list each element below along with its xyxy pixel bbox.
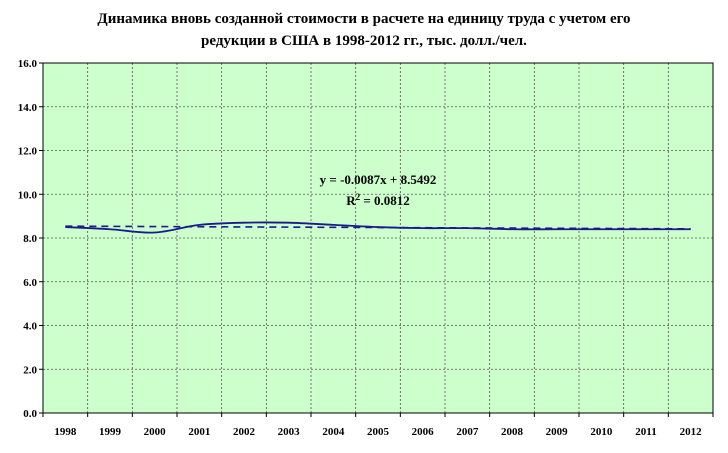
plot-border bbox=[42, 62, 714, 414]
r2-superscript: 2 bbox=[356, 192, 361, 202]
grid-lines bbox=[39, 62, 714, 417]
x-tick-label: 2006 bbox=[412, 426, 435, 438]
x-tick-label: 2010 bbox=[590, 426, 613, 438]
y-tick-label: 14.0 bbox=[18, 102, 38, 114]
y-tick-label: 2.0 bbox=[23, 364, 37, 376]
plot-area bbox=[43, 63, 713, 413]
y-tick-labels: 0.0 2.0 4.0 6.0 8.0 10.0 12.0 14.0 16.0 bbox=[18, 58, 38, 420]
trendline-r-squared: R2 = 0.0812 bbox=[346, 192, 410, 208]
x-tick-label: 2001 bbox=[188, 426, 210, 438]
x-tick-label: 2005 bbox=[367, 426, 390, 438]
x-tick-label: 1999 bbox=[99, 426, 122, 438]
x-tick-label: 2002 bbox=[233, 426, 256, 438]
x-tick-labels: 1998 1999 2000 2001 2002 2003 2004 2005 2006 2007… bbox=[54, 426, 702, 438]
axes bbox=[42, 62, 714, 414]
y-tick-label: 8.0 bbox=[23, 233, 37, 245]
y-tick-label: 10.0 bbox=[18, 189, 38, 201]
x-tick-label: 2012 bbox=[680, 426, 703, 438]
x-tick-label: 2009 bbox=[546, 426, 569, 438]
y-tick-label: 12.0 bbox=[18, 146, 38, 158]
chart-title-line-1: Динамика вновь созданной стоимости в рас… bbox=[97, 11, 631, 27]
x-tick-label: 2000 bbox=[144, 426, 167, 438]
trendline-equation: y = -0.0087x + 8.5492 bbox=[320, 172, 437, 187]
chart-title: Динамика вновь созданной стоимости в рас… bbox=[0, 8, 728, 52]
r2-prefix: R bbox=[346, 193, 356, 208]
series bbox=[65, 221, 691, 234]
r2-suffix: = 0.0812 bbox=[360, 193, 410, 208]
chart-title-line-2: редукции в США в 1998-2012 гг., тыс. дол… bbox=[201, 33, 527, 49]
x-tick-label: 1998 bbox=[54, 426, 77, 438]
series-line bbox=[65, 221, 691, 234]
x-tick-label: 2011 bbox=[635, 426, 656, 438]
trendline-labels: y = -0.0087x + 8.5492 R2 = 0.0812 bbox=[320, 172, 437, 208]
y-tick-label: 4.0 bbox=[23, 321, 37, 333]
x-tick-label: 2008 bbox=[501, 426, 524, 438]
x-tick-label: 2007 bbox=[456, 426, 479, 438]
y-tick-label: 16.0 bbox=[18, 58, 38, 70]
x-tick-label: 2004 bbox=[322, 426, 345, 438]
y-tick-label: 6.0 bbox=[23, 277, 37, 289]
x-tick-label: 2003 bbox=[278, 426, 301, 438]
y-tick-label: 0.0 bbox=[23, 408, 37, 420]
